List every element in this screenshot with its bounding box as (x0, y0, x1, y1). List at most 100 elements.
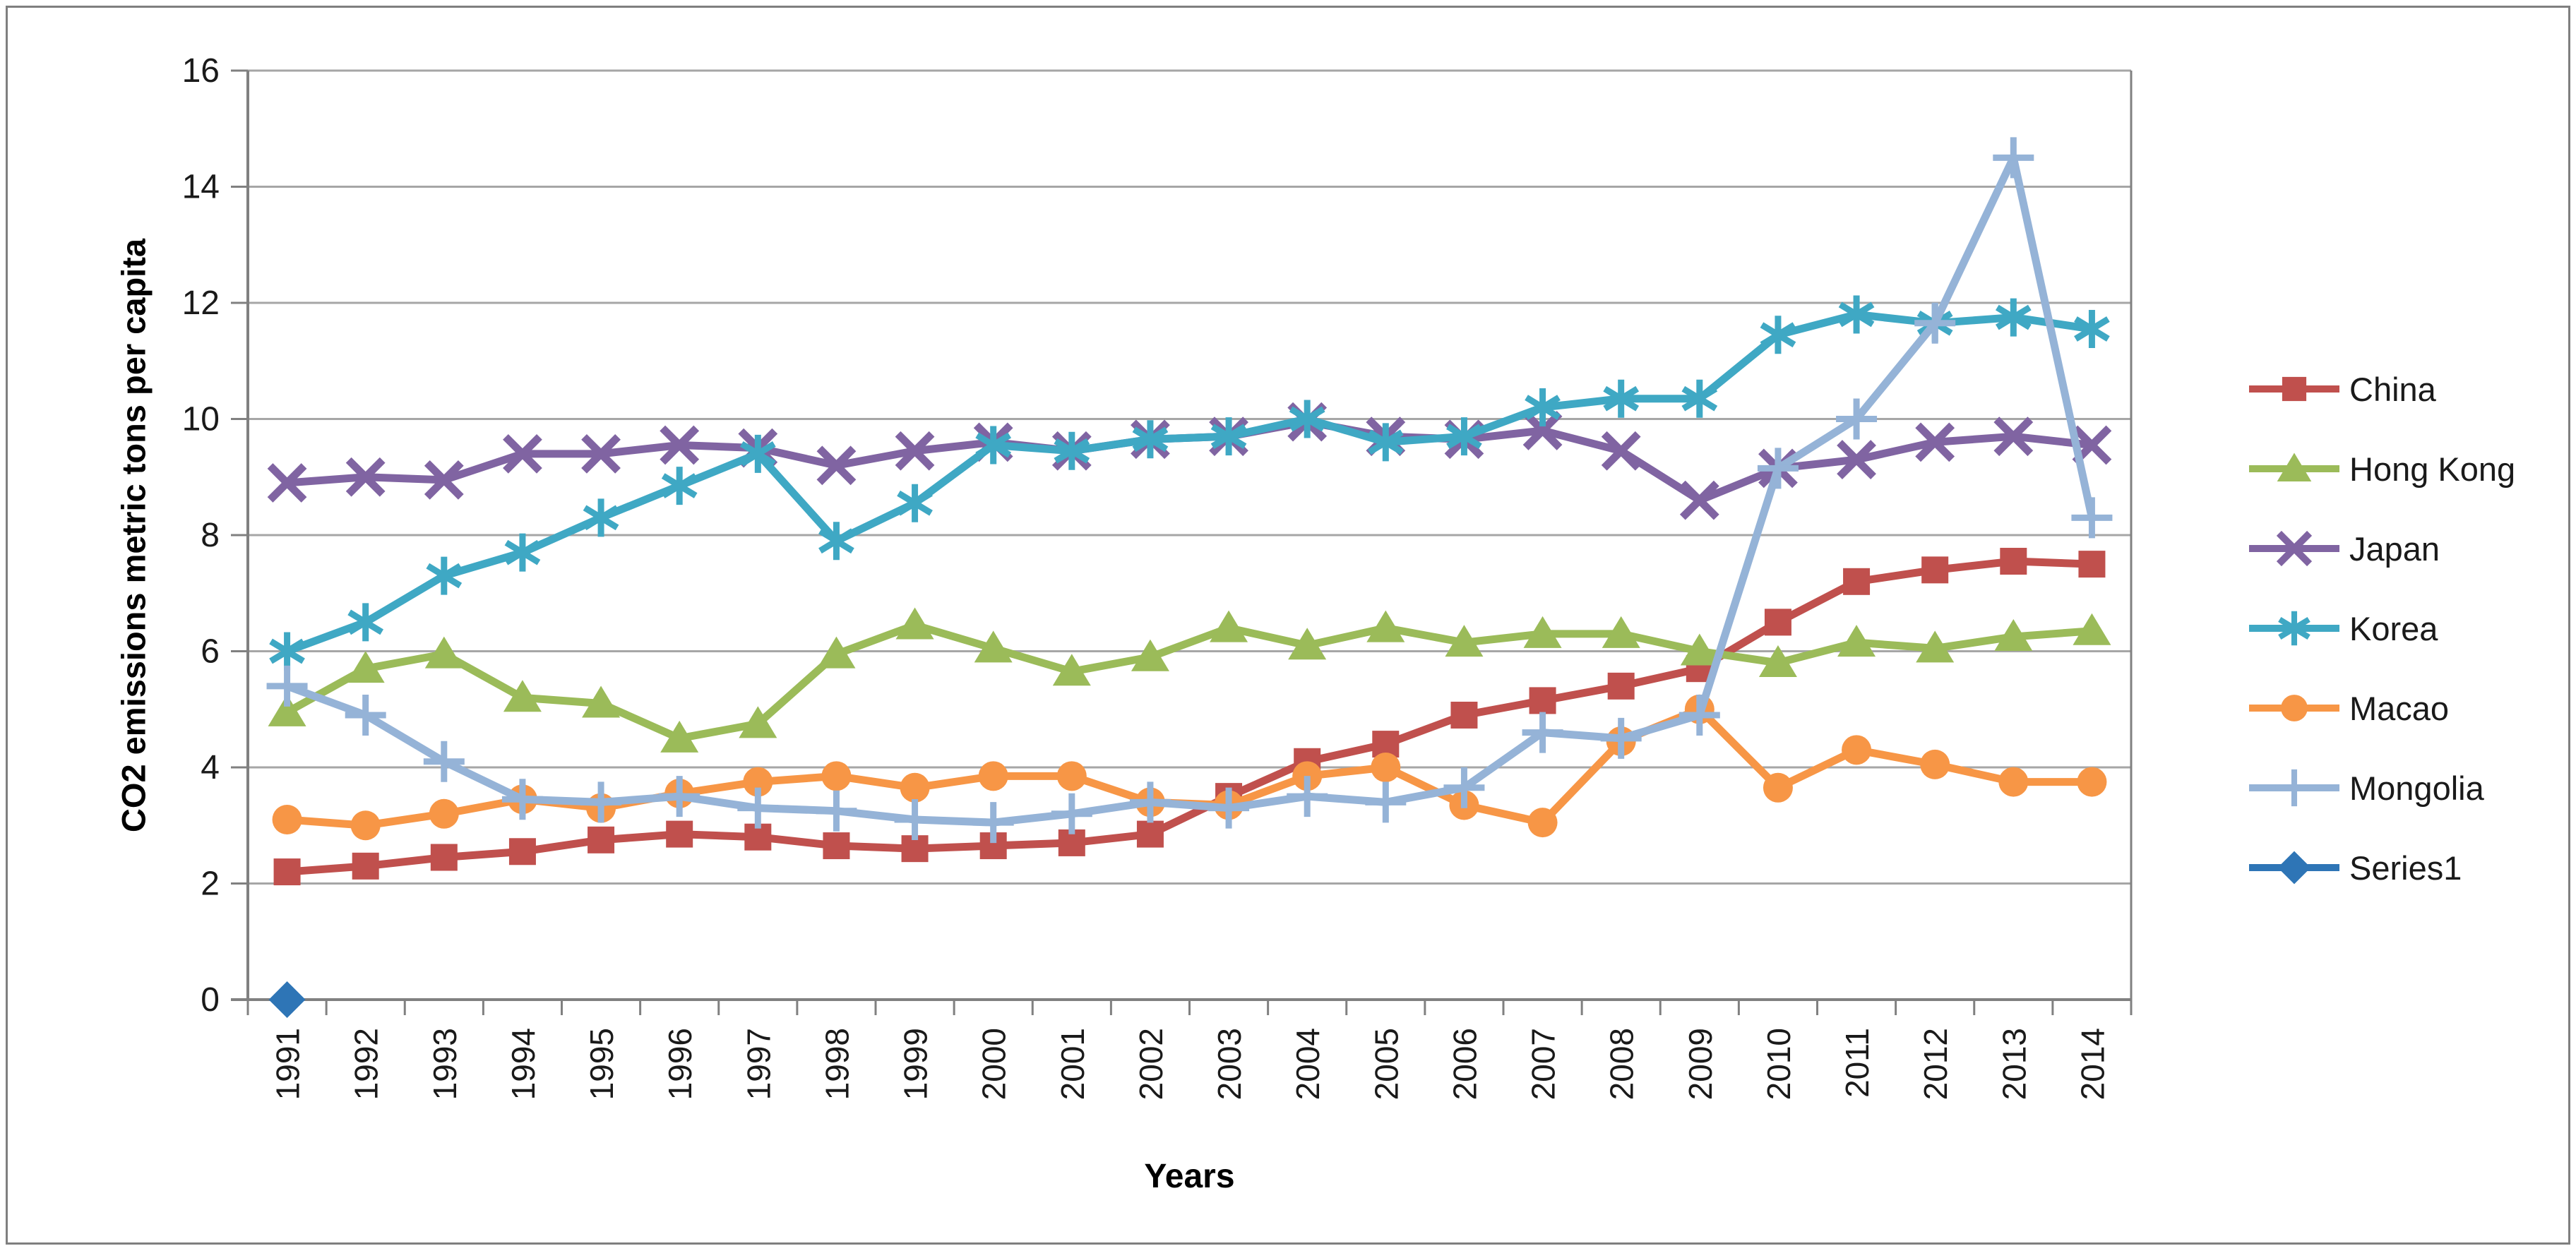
x-marker-icon (267, 463, 307, 503)
y-tick-label: 16 (182, 52, 220, 90)
series1-legend-marker-icon (2249, 851, 2339, 885)
circle-marker-icon (272, 805, 302, 835)
japan-legend-marker-icon (2249, 530, 2339, 567)
square-marker-icon (1843, 568, 1871, 595)
x-tick-label: 2009 (1682, 1028, 1719, 1100)
square-marker-icon (2078, 551, 2106, 578)
asterisk-marker-icon (1367, 423, 1404, 462)
plus-marker-icon (972, 802, 1014, 844)
asterisk-marker-icon (1681, 379, 1718, 418)
plus-marker-icon (580, 781, 622, 823)
circle-marker-icon (978, 761, 1008, 791)
triangle-marker-icon (1288, 628, 1327, 660)
axes (231, 71, 2133, 1015)
circle-marker-icon (429, 798, 459, 829)
legend-item-china: China (2248, 366, 2436, 412)
x-marker-icon (1993, 417, 2034, 457)
square-marker-icon (1529, 687, 1556, 714)
legend-label: Mongolia (2349, 769, 2484, 807)
plus-marker-icon (659, 776, 700, 817)
square-marker-icon (588, 826, 615, 853)
x-tick-label: 1995 (583, 1028, 620, 1100)
circle-marker-icon (1763, 772, 1793, 803)
square-marker-icon (1136, 820, 1164, 848)
triangle-marker-icon (1131, 639, 1169, 671)
triangle-marker-icon (974, 630, 1013, 663)
series-japan (267, 402, 2112, 520)
x-tick-label: 1991 (270, 1028, 306, 1100)
asterisk-marker-icon (1446, 417, 1482, 456)
legend-item-mongolia: Mongolia (2248, 765, 2484, 810)
x-tick-label: 1993 (427, 1028, 463, 1100)
x-marker-icon (816, 445, 857, 486)
triangle-marker-icon (503, 680, 542, 712)
y-tick-label: 10 (182, 401, 220, 438)
circle-marker-icon (821, 761, 852, 791)
legend-item-korea: Korea (2248, 606, 2438, 651)
circle-marker-icon (1998, 767, 2029, 797)
triangle-marker-icon (1602, 616, 1640, 648)
y-tick-label: 0 (201, 981, 220, 1019)
y-tick-label: 8 (201, 517, 220, 554)
series-china (273, 548, 2106, 886)
x-tick-label: 2006 (1446, 1028, 1483, 1100)
circle-marker-icon (1056, 761, 1087, 791)
triangle-marker-icon (1523, 616, 1562, 648)
square-marker-icon (1921, 556, 1949, 584)
square-marker-icon (273, 858, 301, 886)
triangle-marker-icon (1994, 618, 2033, 651)
square-marker-icon (1450, 701, 1478, 729)
y-tick-label: 14 (182, 169, 220, 206)
triangle-marker-icon (739, 706, 777, 738)
asterisk-marker-icon (2074, 310, 2110, 349)
triangle-marker-icon (1680, 633, 1719, 666)
triangle-marker-icon (346, 651, 385, 683)
y-tick-label: 12 (182, 284, 220, 322)
asterisk-marker-icon (1995, 298, 2032, 337)
x-tick-label: 1998 (818, 1028, 855, 1100)
plus-marker-icon (1051, 793, 1092, 834)
x-tick-label: 2014 (2074, 1028, 2111, 1100)
plus-marker-icon (1443, 767, 1485, 808)
asterisk-marker-icon (583, 498, 619, 537)
square-marker-icon (1764, 609, 1791, 636)
plus-marker-icon (266, 665, 308, 707)
x-marker-icon (660, 425, 700, 465)
plus-marker-icon (1129, 781, 1171, 823)
x-tick-label: 2000 (976, 1028, 1013, 1100)
x-tick-label: 1992 (348, 1028, 385, 1100)
triangle-marker-icon (1758, 645, 1797, 677)
x-tick-label: 2001 (1054, 1028, 1091, 1100)
plus-marker-icon (1600, 717, 1642, 759)
legend-label: Korea (2349, 609, 2438, 647)
series-hong-kong (268, 607, 2111, 753)
x-tick-label: 2004 (1289, 1028, 1326, 1100)
china-legend-marker-icon (2249, 376, 2339, 402)
x-tick-label: 2010 (1760, 1028, 1797, 1100)
plus-marker-icon (1678, 694, 1720, 736)
x-tick-label: 2012 (1917, 1028, 1954, 1100)
x-axis-title: Years (1144, 1158, 1235, 1195)
square-marker-icon (508, 838, 536, 865)
plus-marker-icon (894, 799, 936, 841)
triangle-marker-icon (1052, 654, 1091, 686)
series-korea (269, 295, 2110, 671)
asterisk-marker-icon (975, 426, 1012, 465)
legend-label: Japan (2349, 529, 2440, 568)
x-marker-icon (424, 460, 464, 500)
plus-marker-icon (1993, 137, 2034, 179)
asterisk-marker-icon (661, 467, 698, 505)
x-tick-labels: 1991 1992 1993 1994 1995 1996 1997 1998 1999 2000… (270, 1028, 2111, 1100)
hong-kong-legend-marker-icon (2249, 453, 2339, 481)
square-marker-icon (352, 852, 379, 880)
triangle-marker-icon (424, 636, 463, 669)
x-tick-label: 1999 (898, 1028, 934, 1100)
square-marker-icon (430, 844, 458, 871)
asterisk-marker-icon (1289, 400, 1325, 438)
legend-label: Series1 (2349, 849, 2462, 887)
x-marker-icon (895, 431, 935, 471)
triangle-marker-icon (1837, 625, 1876, 657)
mongolia-legend-marker-icon (2249, 769, 2339, 807)
asterisk-marker-icon (1525, 388, 1561, 427)
